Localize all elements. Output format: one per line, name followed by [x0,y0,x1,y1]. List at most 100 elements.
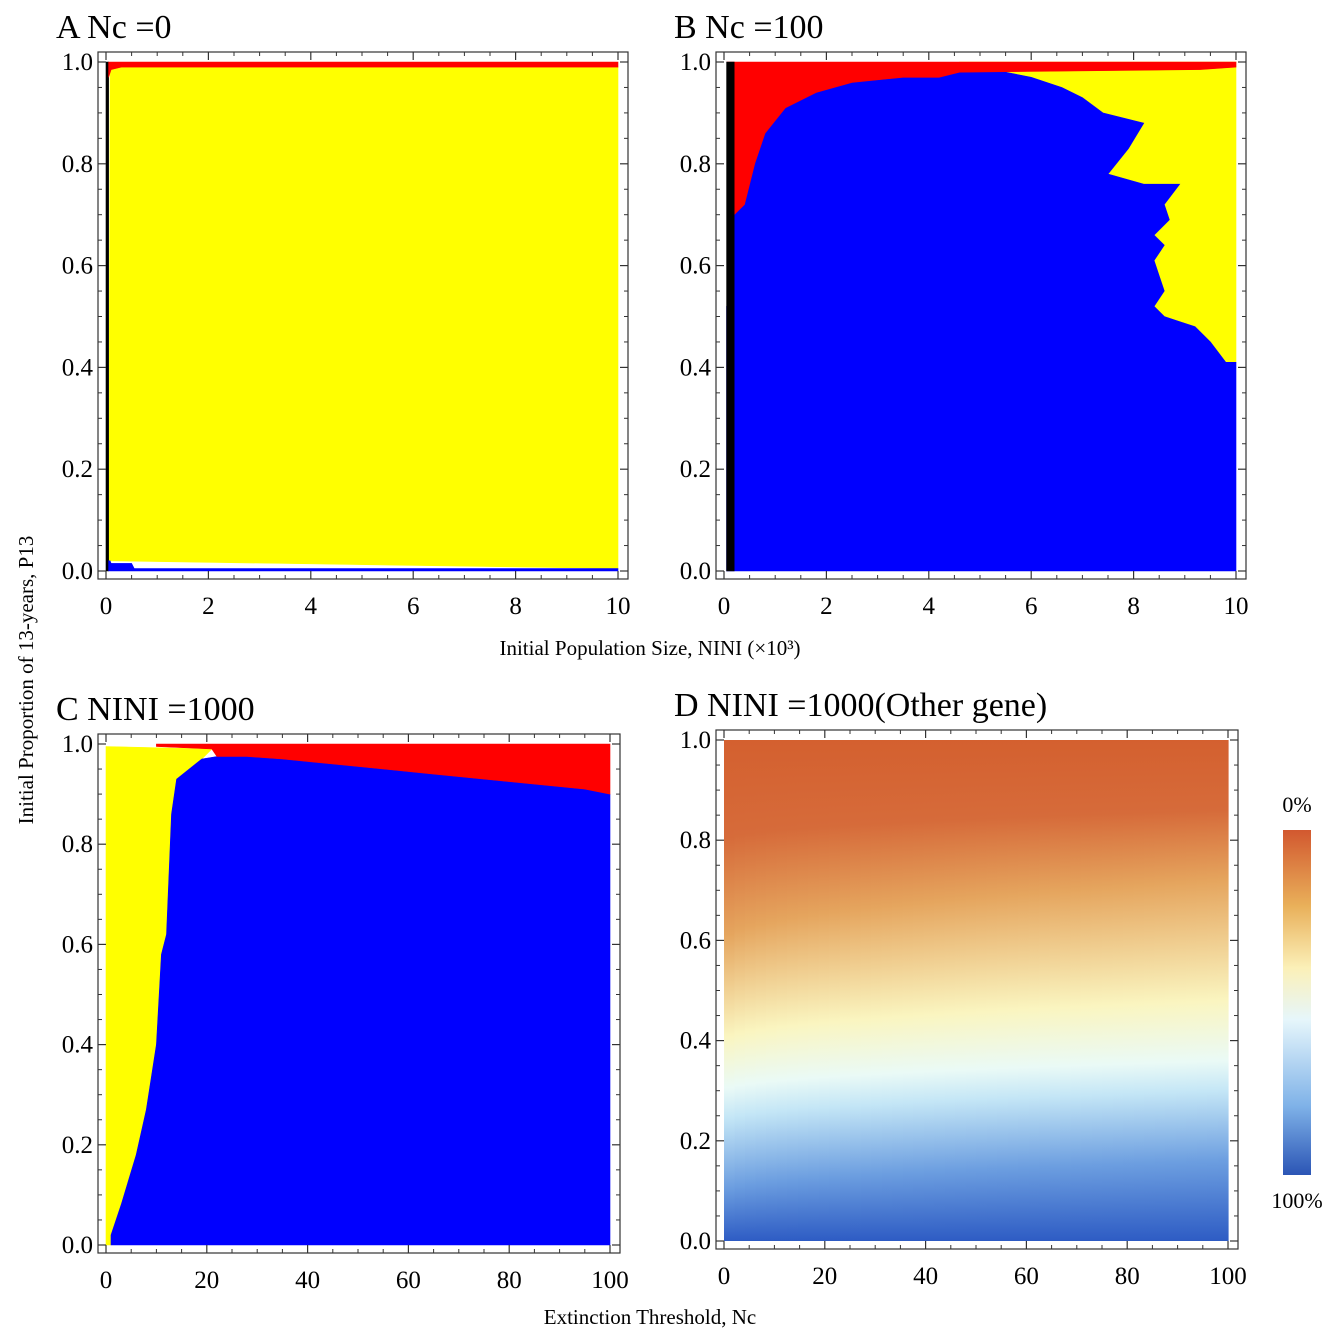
heatmap-column [787,740,799,1241]
heatmap-column [850,740,862,1241]
heatmap-column [976,740,988,1241]
x-tick-label: 4 [305,593,318,620]
heatmap-column [913,740,925,1241]
x-tick-label: 10 [1224,593,1249,620]
heatmap-column [734,740,746,1241]
heatmap-column [829,740,841,1241]
heatmap-column [1049,740,1061,1241]
plot-frame [97,733,621,1254]
panel-title: C NINI =1000 [56,691,255,728]
y-tick-label: 0.8 [680,151,711,178]
region-black [726,61,735,572]
panel-c: 0 20 40 60 80 100 0.0 0.2 0.4 0.6 0.8 1.0 C NINI =10… [56,691,629,1294]
heatmap-column [818,740,830,1241]
x-tick-label: 40 [913,1263,938,1290]
y-tick-label: 0.4 [680,354,712,381]
colorbar-top-label: 0% [1282,792,1311,817]
y-tick-label: 0.8 [62,151,93,178]
x-tick-label: 80 [1115,1263,1140,1290]
heatmap-column [871,740,883,1241]
plot-frame [715,51,1247,580]
x-tick-label: 8 [509,593,522,620]
heatmap-column [1007,740,1019,1241]
y-tick-label: 0.2 [62,1132,93,1159]
heatmap-column [944,740,956,1241]
heatmap-column [860,740,872,1241]
y-tick-label: 1.0 [62,731,93,758]
y-tick-label: 0.6 [62,931,93,958]
y-tick-label: 0.2 [62,456,93,483]
heatmap-column [724,740,736,1241]
y-tick-label: 0.0 [680,1228,711,1255]
heatmap-column [1039,740,1051,1241]
x-tick-label: 0 [718,593,731,620]
y-tick-label: 0.6 [62,253,93,280]
x-tick-label: 60 [1014,1263,1039,1290]
heatmap-column [997,740,1009,1241]
heatmap-column [881,740,893,1241]
heatmap-column [892,740,904,1241]
heatmap-column [1196,740,1208,1241]
x-axis-label-top: Initial Population Size, NINI (×10³) [499,636,800,660]
x-tick-label: 20 [812,1263,837,1290]
y-tick-label: 1.0 [680,727,711,754]
heatmap-column [1102,740,1114,1241]
colorbar-bar [1283,830,1311,1175]
heatmap-column [986,740,998,1241]
x-tick-label: 100 [591,1267,629,1294]
heatmap-column [1154,740,1166,1241]
plot-frame [97,51,629,580]
y-tick-label: 0.0 [680,558,711,585]
heatmap-column [1028,740,1040,1241]
heatmap-column [934,740,946,1241]
x-tick-label: 80 [497,1267,522,1294]
y-tick-label: 0.2 [680,1128,711,1155]
panel-title: B Nc =100 [674,9,824,46]
heatmap-column [1091,740,1103,1241]
y-tick-label: 1.0 [680,49,711,76]
heatmap-column [1144,740,1156,1241]
heatmap-column [839,740,851,1241]
x-tick-label: 8 [1127,593,1140,620]
x-tick-label: 4 [923,593,936,620]
heatmap-column [965,740,977,1241]
colorbar: 0% 100% [1271,792,1322,1213]
region-black [105,61,109,572]
x-tick-label: 2 [820,593,833,620]
y-tick-label: 0.4 [62,1032,94,1059]
region-blue [108,560,619,572]
heatmap-column [923,740,935,1241]
x-tick-label: 60 [396,1267,421,1294]
heatmap-column [1112,740,1124,1241]
panel-title: A Nc =0 [56,9,172,46]
x-tick-label: 0 [718,1263,731,1290]
x-tick-label: 20 [194,1267,219,1294]
heatmap-column [755,740,767,1241]
heatmap-column [1081,740,1093,1241]
region-blue [110,756,611,1246]
y-tick-label: 1.0 [62,49,93,76]
heatmap-column [902,740,914,1241]
plot-frame [715,729,1239,1250]
y-axis-label: Initial Proportion of 13-years, P13 [14,536,38,825]
colorbar-bottom-label: 100% [1271,1188,1322,1213]
x-tick-label: 100 [1209,1263,1247,1290]
region-red [156,743,611,795]
x-axis-label-bottom: Extinction Threshold, Nc [544,1305,757,1329]
x-tick-label: 40 [295,1267,320,1294]
y-tick-label: 0.8 [680,827,711,854]
heatmap-column [776,740,788,1241]
x-tick-label: 6 [407,593,420,620]
heatmap-column [1165,740,1177,1241]
y-tick-label: 0.0 [62,558,93,585]
heatmap-column [797,740,809,1241]
x-tick-label: 6 [1025,593,1038,620]
panel-a: 0 2 4 6 8 10 0.0 0.2 0.4 0.6 0.8 1.0 A Nc =0 [56,9,631,620]
heatmap-column [1133,740,1145,1241]
heatmap-column [1070,740,1082,1241]
panel-title: D NINI =1000(Other gene) [674,687,1047,724]
region-red [108,61,619,78]
heatmap-column [1217,740,1229,1241]
region-red [726,61,1237,216]
